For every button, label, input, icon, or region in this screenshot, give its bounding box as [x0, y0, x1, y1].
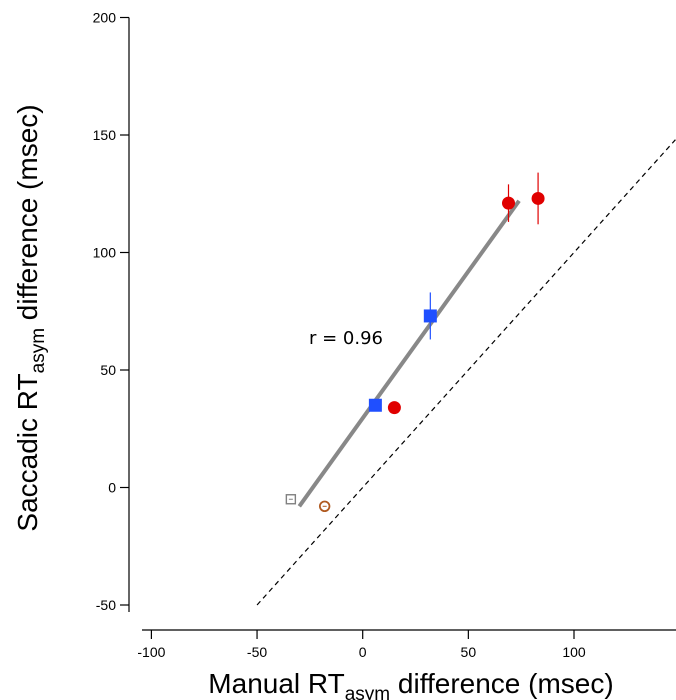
x-axis-title: Manual RTasym difference (msec) — [208, 668, 613, 700]
point-marker — [501, 196, 515, 210]
point-marker — [368, 398, 382, 412]
point-marker — [387, 401, 401, 415]
y-tick-label: 100 — [93, 245, 117, 261]
y-tick-label: -50 — [96, 597, 116, 613]
data-point — [423, 292, 437, 340]
x-tick-label: -100 — [137, 644, 165, 660]
data-point — [368, 398, 382, 412]
point-marker — [423, 309, 437, 323]
x-tick-label: -50 — [247, 644, 267, 660]
y-axis-title: Saccadic RTasym difference (msec) — [12, 104, 49, 531]
y-tick-label: 200 — [93, 10, 117, 26]
identity-line — [256, 139, 676, 606]
y-tick-label: 50 — [100, 362, 116, 378]
data-point — [387, 401, 401, 415]
x-axis-title-sub: asym — [345, 684, 390, 700]
data-points — [285, 172, 545, 513]
data-point — [285, 494, 297, 505]
y-axis-title-prefix: Saccadic RT — [12, 373, 43, 531]
data-point — [501, 184, 515, 222]
x-tick-label: 50 — [461, 644, 477, 660]
y-tick-label: 150 — [93, 127, 117, 143]
regression-line-layer — [297, 199, 521, 508]
data-point — [318, 500, 331, 513]
x-tick-label: 100 — [562, 644, 586, 660]
data-point — [531, 172, 545, 225]
regression-line — [297, 199, 521, 508]
identity-line-layer — [256, 139, 676, 606]
axes: -50 0 50 100 150 200 -100 -50 0 50 100 — [93, 10, 676, 660]
correlation-annotation: r = 0.96 — [309, 328, 383, 349]
x-axis-title-prefix: Manual RT — [208, 668, 344, 699]
y-tick-label: 0 — [108, 480, 116, 496]
x-axis-title-suffix: difference (msec) — [390, 668, 614, 699]
x-tick-label: 0 — [359, 644, 367, 660]
y-axis-title-sub: asym — [28, 328, 49, 373]
y-axis-title-suffix: difference (msec) — [12, 104, 43, 328]
point-marker — [531, 191, 545, 205]
